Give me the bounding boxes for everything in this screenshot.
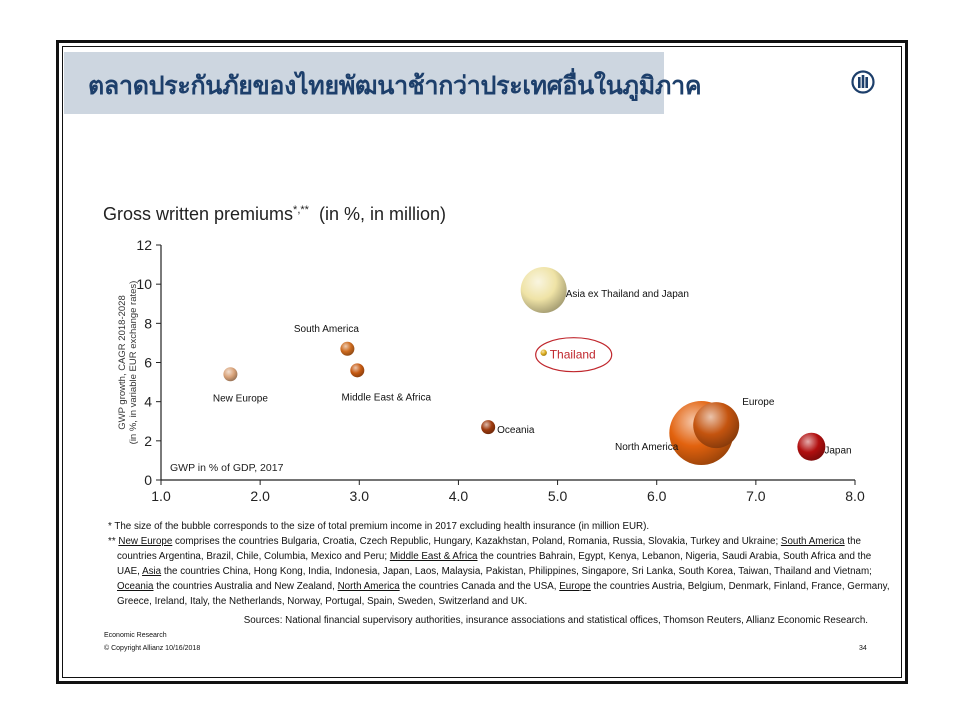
footnote-text: the countries Bahrain, Egypt, Kenya, Leb… [477, 551, 872, 562]
chart-title: Gross written premiums*,** (in %, in mil… [103, 204, 446, 225]
y-tick-label: 8 [144, 315, 152, 331]
footnote-line-5: Greece, Ireland, Italy, the Netherlands,… [117, 594, 527, 609]
footer-department: Economic Research [104, 632, 167, 639]
x-tick-label: 4.0 [449, 488, 469, 504]
bubble-europe [693, 402, 740, 449]
chart-axes: 1.0 2.0 3.0 4.0 5.0 6.0 7.0 8.0 0 2 4 6 8 10 12 GWP gro… [117, 237, 865, 504]
footnote-region-name: Middle East & Africa [389, 551, 478, 562]
footnote-text: the countries Canada and the USA, [399, 581, 560, 592]
label-asia-ex-thailand-and-japan: Asia ex Thailand and Japan [566, 289, 689, 300]
footnote-text: the [844, 536, 861, 547]
y-tick-label: 10 [136, 276, 152, 292]
x-axis-label: GWP in % of GDP, 2017 [170, 462, 284, 474]
sources-note: Sources: National financial supervisory … [243, 615, 868, 626]
footnote-regions-marks: ** [108, 536, 116, 547]
footnote-region-name: New Europe [118, 536, 173, 547]
chart-points: North America Asia ex Thailand and Japan E… [213, 267, 852, 465]
footnote-text: UAE, [117, 566, 143, 577]
footnote-region-name: Oceania [117, 581, 154, 592]
bubble-south-america [340, 341, 355, 356]
footer-copyright: © Copyright Allianz 10/16/2018 [104, 645, 201, 652]
x-tick-label: 3.0 [350, 488, 370, 504]
label-thailand: Thailand [550, 348, 596, 362]
x-tick-label: 5.0 [548, 488, 568, 504]
footnote-region-name: Asia [142, 566, 162, 577]
label-oceania: Oceania [497, 425, 535, 436]
bubble-new-europe [223, 367, 238, 382]
footnote-region-name: Europe [559, 581, 591, 592]
label-north-america: North America [615, 442, 679, 453]
footnote-line-4: Oceania the countries Australia and New … [117, 579, 890, 594]
footnote-line-2: countries Argentina, Brazil, Chile, Colu… [117, 549, 871, 564]
footnote-text: the countries China, Hong Kong, India, I… [161, 566, 872, 577]
footnote-text: the countries Austria, Belgium, Denmark,… [590, 581, 890, 592]
bubble-asia-ex-thailand-and-japan [520, 267, 567, 314]
x-tick-label: 2.0 [250, 488, 270, 504]
bubble-japan [797, 432, 826, 461]
label-japan: Japan [824, 446, 851, 457]
chart-title-marks: *,** [293, 204, 309, 216]
label-new-europe: New Europe [213, 393, 268, 404]
y-axis-label-line-2: (in %, in variable EUR exchange rates) [128, 281, 139, 445]
label-south-america: South America [294, 324, 359, 335]
footnote-regions: ** New Europe comprises the countries Bu… [108, 534, 861, 549]
y-tick-label: 0 [144, 472, 152, 488]
x-tick-label: 1.0 [151, 488, 171, 504]
allianz-eagle-icon [851, 70, 875, 94]
y-axis-label: GWP growth, CAGR 2018-2028(in %, in vari… [117, 281, 139, 445]
footnote-line-1: New Europe comprises the countries Bulga… [118, 536, 861, 547]
x-tick-label: 8.0 [845, 488, 865, 504]
chart-title-text: Gross written premiums [103, 204, 294, 224]
title-band [64, 52, 664, 114]
bubble-oceania [481, 420, 496, 435]
footnote-bubble-size: * The size of the bubble corresponds to … [108, 521, 650, 532]
label-middle-east-and-africa: Middle East & Africa [342, 392, 432, 403]
x-tick-label: 6.0 [647, 488, 667, 504]
footnote-text: the countries Australia and New Zealand, [153, 581, 338, 592]
x-tick-label: 7.0 [746, 488, 766, 504]
y-tick-label: 4 [144, 394, 152, 410]
footnote-text: Greece, Ireland, Italy, the Netherlands,… [117, 596, 528, 607]
y-axis-label-line-1: GWP growth, CAGR 2018-2028 [117, 295, 128, 429]
y-tick-label: 12 [136, 237, 152, 253]
footnote-text: comprises the countries Bulgaria, Croati… [172, 536, 781, 547]
footnote-line-3: UAE, Asia the countries China, Hong Kong… [117, 564, 872, 579]
page-title: ตลาดประกันภัยของไทยพัฒนาช้ากว่าประเทศอื่… [88, 71, 702, 100]
bubble-chart: 1.0 2.0 3.0 4.0 5.0 6.0 7.0 8.0 0 2 4 6 8 10 12 GWP gro… [117, 237, 865, 504]
footnote-region-name: North America [337, 581, 400, 592]
thailand-highlight-ring [535, 337, 613, 373]
bubble-thailand [540, 349, 547, 356]
bubble-middle-east-and-africa [350, 363, 365, 378]
y-tick-label: 2 [144, 433, 152, 449]
footer-page-number: 34 [859, 645, 867, 652]
footnote-text: countries Argentina, Brazil, Chile, Colu… [117, 551, 390, 562]
y-tick-label: 6 [144, 355, 152, 371]
chart-title-units: (in %, in million) [318, 204, 446, 224]
slide-inner-frame [62, 46, 902, 678]
footnote-region-name: South America [780, 536, 845, 547]
label-europe: Europe [742, 397, 775, 408]
